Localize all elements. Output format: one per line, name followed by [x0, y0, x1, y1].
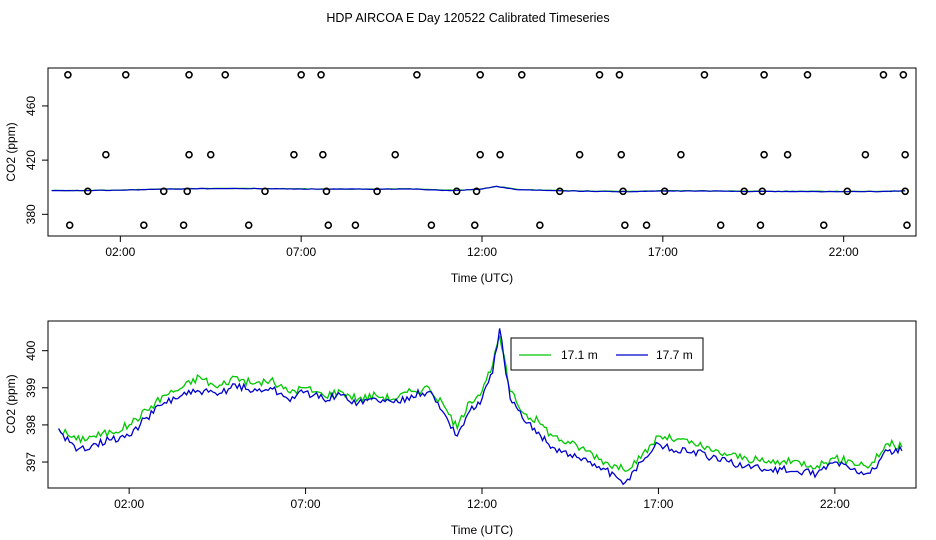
legend-box [510, 337, 704, 371]
bottom-panel: 397 398 399 400 02:00 07:00 12:00 17:00 22:00 T… [4, 320, 917, 537]
top-x-axis: 02:00 07:00 12:00 17:00 22:00 [105, 236, 859, 259]
data-point [470, 221, 479, 229]
data-point [861, 150, 870, 159]
x-tick-label: 02:00 [105, 245, 135, 259]
data-point [452, 187, 461, 196]
data-point [317, 70, 325, 79]
data-point [619, 187, 627, 196]
data-point [391, 150, 400, 159]
data-point [756, 221, 765, 229]
data-point [185, 70, 193, 79]
data-point [221, 70, 230, 79]
bottom-y-axis: 397 398 399 400 [24, 340, 48, 472]
figure-title: HDP AIRCOA E Day 120522 Calibrated Times… [326, 11, 609, 25]
data-point [185, 150, 193, 159]
x-tick-label: 12:00 [467, 497, 497, 511]
data-point [758, 187, 767, 196]
bottom-x-label: Time (UTC) [451, 523, 513, 537]
data-point [140, 221, 148, 229]
data-point [351, 221, 360, 229]
top-y-axis: 380 420 460 [24, 96, 48, 224]
x-tick-label: 07:00 [291, 497, 321, 511]
data-point [322, 187, 331, 196]
bottom-series-lines [58, 328, 903, 486]
data-point [903, 221, 911, 229]
data-point [642, 221, 651, 229]
data-point [843, 187, 852, 196]
data-point [427, 221, 436, 229]
data-point [476, 70, 484, 79]
data-point [496, 150, 504, 159]
data-point [83, 187, 92, 196]
x-tick-label: 17:00 [648, 245, 678, 259]
y-tick-label: 399 [24, 377, 38, 397]
data-point [819, 221, 828, 229]
data-point [740, 187, 749, 196]
top-panel: 380 420 460 02:00 07:00 12:00 17:00 22:00 Time… [4, 67, 917, 285]
data-point [615, 70, 624, 79]
data-point [621, 221, 629, 229]
bottom-y-label: CO2 (ppm) [4, 374, 18, 433]
data-point [64, 70, 72, 79]
data-point [760, 70, 768, 79]
data-point [660, 187, 669, 196]
data-point [324, 221, 333, 229]
data-point [472, 187, 481, 196]
data-point [121, 70, 130, 79]
data-point [517, 70, 526, 79]
x-tick-label: 17:00 [643, 497, 673, 511]
data-point [65, 221, 74, 229]
legend-label-17-1m: 17.1 m [561, 348, 598, 362]
x-tick-label: 07:00 [286, 245, 316, 259]
data-point [261, 187, 269, 196]
data-point [783, 150, 792, 159]
bottom-series-17-1-m [58, 335, 903, 473]
data-point [760, 150, 768, 159]
data-point [879, 70, 888, 79]
data-point [244, 221, 253, 229]
top-points [64, 70, 911, 229]
data-point [476, 150, 484, 159]
x-tick-label: 22:00 [829, 245, 859, 259]
data-point [716, 221, 725, 229]
data-point [700, 70, 709, 79]
data-point [297, 70, 305, 79]
legend: 17.1 m 17.7 m [510, 337, 704, 371]
x-tick-label: 02:00 [114, 497, 144, 511]
y-tick-label: 397 [24, 452, 38, 472]
data-point [536, 221, 544, 229]
data-point [183, 187, 192, 196]
y-tick-label: 380 [24, 204, 38, 224]
data-point [803, 70, 812, 79]
data-point [901, 187, 909, 196]
y-tick-label: 400 [24, 340, 38, 360]
x-tick-label: 22:00 [820, 497, 850, 511]
data-point [102, 150, 110, 159]
data-point [677, 150, 685, 159]
data-point [206, 150, 215, 159]
bottom-series-17-7-m [58, 328, 903, 486]
data-point [290, 150, 298, 159]
data-point [617, 150, 626, 159]
data-point [413, 70, 421, 79]
data-point [575, 150, 584, 159]
data-point [159, 187, 168, 196]
legend-label-17-7m: 17.7 m [656, 348, 693, 362]
top-x-label: Time (UTC) [451, 271, 513, 285]
y-tick-label: 420 [24, 150, 38, 170]
data-point [595, 70, 604, 79]
x-tick-label: 12:00 [467, 245, 497, 259]
data-point [373, 187, 381, 196]
data-point [901, 150, 909, 159]
y-tick-label: 398 [24, 415, 38, 435]
data-point [179, 221, 188, 229]
data-point [555, 187, 564, 196]
bottom-x-axis: 02:00 07:00 12:00 17:00 22:00 [114, 488, 850, 511]
top-y-label: CO2 (ppm) [4, 122, 18, 181]
data-point [899, 70, 908, 79]
data-point [319, 150, 327, 159]
y-tick-label: 460 [24, 96, 38, 116]
